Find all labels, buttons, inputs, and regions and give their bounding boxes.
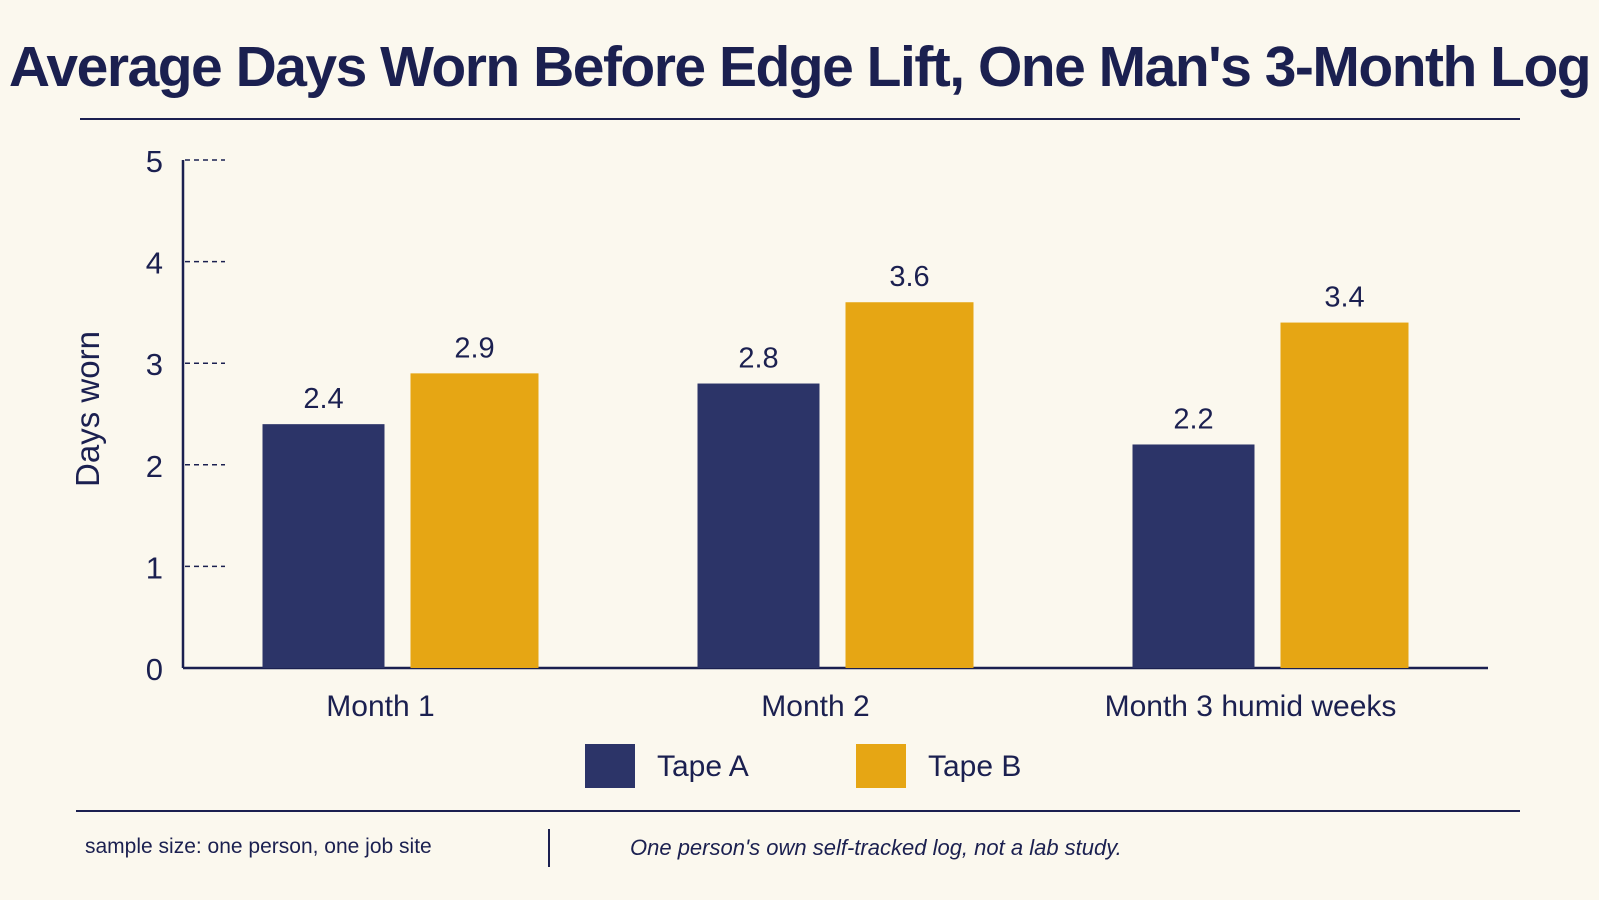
sample-size-note: sample size: one person, one job site [85, 835, 432, 858]
bar-tape-b-1 [410, 373, 539, 668]
footer-divider [548, 829, 550, 867]
title-rule [80, 118, 1520, 120]
bar-tape-b-3 [1280, 322, 1409, 668]
bar-tape-b-2 [845, 302, 974, 668]
data-label: 2.4 [303, 383, 343, 415]
data-label: 2.8 [738, 343, 778, 375]
y-tick-label: 2 [146, 449, 163, 484]
disclaimer-note: One person's own self-tracked log, not a… [630, 835, 1122, 860]
bar-tape-a-1 [262, 424, 385, 668]
y-tick-label: 3 [146, 347, 163, 382]
chart-title: Average Days Worn Before Edge Lift, One … [8, 35, 1592, 99]
x-tick-label: Month 3 humid weeks [1105, 690, 1397, 723]
data-label: 2.2 [1173, 403, 1213, 435]
legend-label: Tape B [928, 750, 1021, 783]
y-tick-label: 0 [146, 652, 163, 687]
legend-label: Tape A [657, 750, 749, 783]
bar-tape-a-3 [1132, 444, 1255, 668]
legend-swatch-tape-b [856, 744, 906, 788]
footer-rule [76, 810, 1520, 812]
data-label: 2.9 [454, 332, 494, 364]
legend-swatch-tape-a [585, 744, 635, 788]
data-label: 3.6 [889, 261, 929, 293]
x-tick-label: Month 1 [326, 690, 434, 723]
y-tick-label: 4 [146, 246, 163, 281]
data-label: 3.4 [1324, 282, 1364, 314]
y-axis-title: Days worn [69, 331, 106, 487]
y-tick-label: 1 [146, 550, 163, 585]
bar-tape-a-2 [697, 383, 820, 668]
y-tick-label: 5 [146, 144, 163, 179]
x-tick-label: Month 2 [761, 690, 869, 723]
